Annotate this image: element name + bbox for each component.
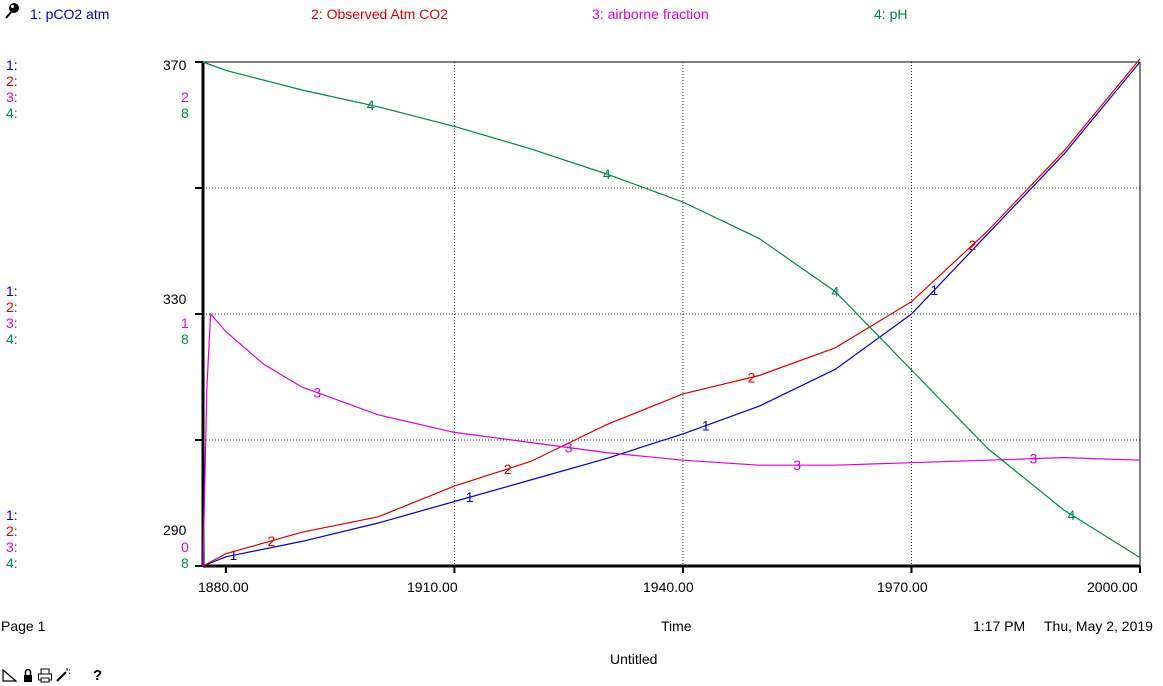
x-tick-label: 1940.00: [643, 579, 694, 595]
scale-mid-series3: 3:: [6, 315, 18, 331]
print-icon[interactable]: [37, 667, 53, 683]
scale-top-series1: 1:: [6, 57, 18, 73]
series-marker-label: 3: [313, 385, 321, 401]
series-marker-label: 3: [565, 440, 573, 456]
series-marker-label: 4: [1068, 507, 1076, 523]
pin-icon[interactable]: [2, 667, 18, 683]
series-marker-label: 3: [1029, 451, 1037, 467]
series-marker-label: 2: [748, 369, 756, 385]
scale-bot-series1: 1:: [6, 507, 18, 523]
lock-icon[interactable]: [20, 667, 36, 683]
series-marker-label: 3: [793, 457, 801, 473]
legend-airborne-fraction[interactable]: 3: airborne fraction: [592, 6, 709, 22]
scale-mid-value-3: 1: [181, 315, 189, 331]
series-pco2-line: [202, 61, 1141, 567]
x-tick-label: 1970.00: [877, 579, 928, 595]
page-label: Page 1: [1, 618, 46, 634]
scale-top-value-3: 2: [181, 89, 189, 105]
series-marker-label: 1: [466, 489, 474, 505]
x-tick-label: 1910.00: [407, 579, 458, 595]
series-marker-label: 2: [969, 237, 977, 253]
series-marker-label: 4: [831, 284, 839, 300]
scale-top-value-12: 370: [163, 57, 187, 73]
x-tick-label: 1880.00: [198, 579, 249, 595]
scale-mid-series2: 2:: [6, 299, 18, 315]
scale-bot-series2: 2:: [6, 523, 18, 539]
series-marker-label: 1: [930, 282, 938, 298]
series-marker-label: 2: [504, 461, 512, 477]
legend-observed-co2[interactable]: 2: Observed Atm CO2: [311, 6, 448, 22]
scale-bot-value-12: 290: [163, 522, 187, 538]
series-airborne-fraction-line: [202, 312, 1141, 567]
timestamp-date: Thu, May 2, 2019: [1044, 618, 1153, 634]
wand-icon[interactable]: [55, 667, 71, 683]
x-tick-label: 2000.00: [1087, 579, 1138, 595]
document-title: Untitled: [610, 651, 658, 667]
scale-mid-value-12: 330: [163, 291, 187, 307]
timestamp-time: 1:17 PM: [973, 618, 1026, 634]
series-ph-line: [202, 61, 1141, 559]
legend-pco2[interactable]: 1: pCO2 atm: [30, 6, 110, 22]
scale-top-series3: 3:: [6, 89, 18, 105]
scale-mid-series1: 1:: [6, 283, 18, 299]
series-marker-label: 4: [603, 166, 611, 182]
pin-icon[interactable]: [4, 2, 22, 20]
scale-mid-series4: 4:: [6, 331, 18, 347]
series-marker-label: 1: [702, 418, 710, 434]
scale-bot-series4: 4:: [6, 555, 18, 571]
scale-mid-value-4: 8: [181, 331, 189, 347]
series-observed-co2-line: [202, 58, 1141, 567]
scale-top-series2: 2:: [6, 73, 18, 89]
x-axis-label: Time: [661, 618, 692, 634]
scale-bot-value-4: 8: [181, 555, 189, 571]
series-marker-label: 4: [367, 97, 375, 113]
series-marker-label: 2: [268, 533, 276, 549]
legend-ph[interactable]: 4: pH: [874, 6, 908, 22]
scale-bot-value-3: 0: [181, 539, 189, 555]
scale-top-value-4: 8: [181, 105, 189, 121]
series-marker-label: 1: [230, 547, 238, 563]
scale-top-series4: 4:: [6, 105, 18, 121]
help-button[interactable]: ?: [93, 667, 103, 684]
scale-bot-series3: 3:: [6, 539, 18, 555]
